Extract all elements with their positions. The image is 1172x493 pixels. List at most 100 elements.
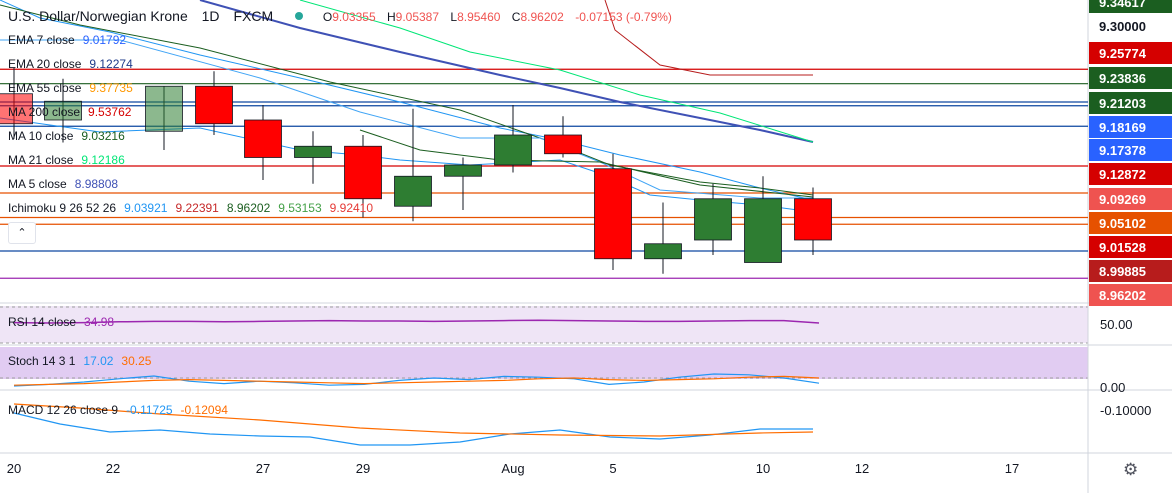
- macd-line: [13, 412, 813, 446]
- indicator-value: 9.01792: [82, 33, 127, 47]
- ma-line-0: [0, 0, 814, 201]
- candle-body-9: [494, 134, 532, 166]
- price-label-2: 9.25774: [1099, 46, 1147, 61]
- candle-body-11: [594, 168, 632, 260]
- ma-line-7: [359, 129, 814, 198]
- exchange-label: FXCM: [233, 8, 274, 24]
- price-label-8: 9.09269: [1099, 192, 1146, 207]
- candle-12: [644, 202, 682, 274]
- collapse-legend-button[interactable]: ⌃: [8, 222, 36, 244]
- candle-body-5: [294, 145, 332, 158]
- candle-body-3: [195, 85, 233, 125]
- candle-body-0: [0, 93, 33, 125]
- symbol-title[interactable]: U.S. Dollar/Norwegian Krone: [8, 8, 188, 24]
- settings-gear-icon[interactable]: ⚙: [1123, 460, 1139, 479]
- price-label-10: 9.01528: [1099, 240, 1146, 255]
- price-label-bg-6: [1089, 139, 1172, 161]
- indicator-value: 8.96202: [226, 201, 271, 215]
- price-label-bg-11: [1089, 260, 1172, 282]
- timeframe-label[interactable]: 1D: [201, 8, 220, 24]
- price-label-11: 8.99885: [1099, 264, 1146, 279]
- candle-5: [294, 131, 332, 184]
- rsi-legend[interactable]: RSI 14 close 34.98: [8, 315, 115, 329]
- x-tick-label-5: 5: [609, 461, 616, 476]
- macd-axis-label: -0.10000: [1100, 403, 1151, 418]
- candle-body-1: [44, 100, 82, 121]
- indicator-name: MA 10 close: [8, 129, 74, 143]
- stoch-axis-label: 0.00: [1100, 380, 1125, 395]
- indicator-legend-6[interactable]: MA 5 close 8.98808: [8, 177, 118, 191]
- indicator-value: 9.12274: [89, 57, 133, 71]
- ma-line-1: [0, 4, 814, 196]
- price-label-bg-10: [1089, 236, 1172, 258]
- x-tick-label-4: Aug: [501, 461, 524, 476]
- indicator-value: 9.03216: [81, 129, 125, 143]
- price-label-bg-5: [1089, 116, 1172, 138]
- indicator-legend-3[interactable]: MA 200 close 9.53762: [8, 105, 131, 119]
- indicator-value: 9.53762: [88, 105, 132, 119]
- indicator-name: Ichimoku 9 26 52 26: [8, 201, 117, 215]
- price-label-bg-8: [1089, 188, 1172, 210]
- candle-6: [344, 135, 382, 218]
- x-tick-label-1: 22: [106, 461, 120, 476]
- indicator-legend-4[interactable]: MA 10 close 9.03216: [8, 129, 125, 143]
- candle-1: [44, 78, 82, 143]
- macd-legend[interactable]: MACD 12 26 close 9 -0.11725 -0.12094: [8, 403, 228, 417]
- candle-body-6: [344, 145, 382, 200]
- price-label-6: 9.17378: [1099, 143, 1146, 158]
- indicator-name: EMA 55 close: [8, 81, 82, 95]
- candle-body-12: [644, 243, 682, 260]
- price-label-bg-4: [1089, 92, 1172, 114]
- x-tick-label-6: 10: [756, 461, 770, 476]
- indicator-value: 8.98808: [74, 177, 119, 191]
- indicator-value: 9.22391: [175, 201, 219, 215]
- price-label-4: 9.21203: [1099, 96, 1146, 111]
- price-label-bg-7: [1089, 163, 1172, 185]
- indicator-name: MA 21 close: [8, 153, 74, 167]
- candle-15: [794, 187, 832, 255]
- candle-11: [594, 153, 632, 270]
- candle-body-10: [544, 134, 582, 155]
- indicator-value: 9.53153: [278, 201, 322, 215]
- x-tick-label-0: 20: [7, 461, 21, 476]
- price-label-1: 9.30000: [1099, 19, 1146, 34]
- price-label-bg-0: [1089, 0, 1172, 13]
- price-label-0: 9.34617: [1099, 0, 1146, 10]
- symbol-header: U.S. Dollar/Norwegian Krone 1D FXCM O9.0…: [8, 8, 672, 24]
- indicator-legend-7[interactable]: Ichimoku 9 26 52 26 9.03921 9.22391 8.96202…: [8, 201, 373, 215]
- indicator-name: EMA 7 close: [8, 33, 75, 47]
- candle-body-13: [694, 198, 732, 241]
- chevron-up-icon: ⌃: [17, 227, 27, 239]
- stoch-band: [0, 347, 1088, 379]
- rsi-line: [13, 319, 820, 324]
- indicator-legend-2[interactable]: EMA 55 close 9.37735: [8, 81, 133, 95]
- price-label-bg-2: [1089, 42, 1172, 64]
- candle-body-8: [444, 164, 482, 177]
- candle-9: [494, 105, 532, 173]
- x-tick-label-8: 17: [1005, 461, 1019, 476]
- stoch-legend[interactable]: Stoch 14 3 1 17.02 30.25: [8, 354, 152, 368]
- candle-4: [244, 105, 282, 180]
- macd-signal-line: [13, 403, 814, 437]
- stoch-k-line: [13, 373, 820, 387]
- candle-2: [145, 85, 183, 150]
- indicator-value: 9.12186: [81, 153, 125, 167]
- indicator-name: MA 5 close: [8, 177, 67, 191]
- candle-14: [744, 176, 782, 263]
- indicator-value: 9.92410: [329, 201, 374, 215]
- price-label-3: 9.23836: [1099, 71, 1146, 86]
- candle-0: [0, 67, 33, 139]
- indicator-value: 9.03921: [124, 201, 168, 215]
- indicator-legend-5[interactable]: MA 21 close 9.12186: [8, 153, 125, 167]
- indicator-legend-0[interactable]: EMA 7 close 9.01792: [8, 33, 126, 47]
- stoch-d-line: [13, 375, 820, 386]
- candle-body-4: [244, 119, 282, 158]
- indicator-legend-1[interactable]: EMA 20 close 9.12274: [8, 57, 133, 71]
- indicator-name: EMA 20 close: [8, 57, 82, 71]
- rsi-axis-label: 50.00: [1100, 317, 1133, 332]
- price-change: -0.07153 (-0.79%): [575, 10, 672, 24]
- x-tick-label-3: 29: [356, 461, 370, 476]
- candle-body-7: [394, 175, 432, 207]
- rsi-band: [0, 306, 1088, 343]
